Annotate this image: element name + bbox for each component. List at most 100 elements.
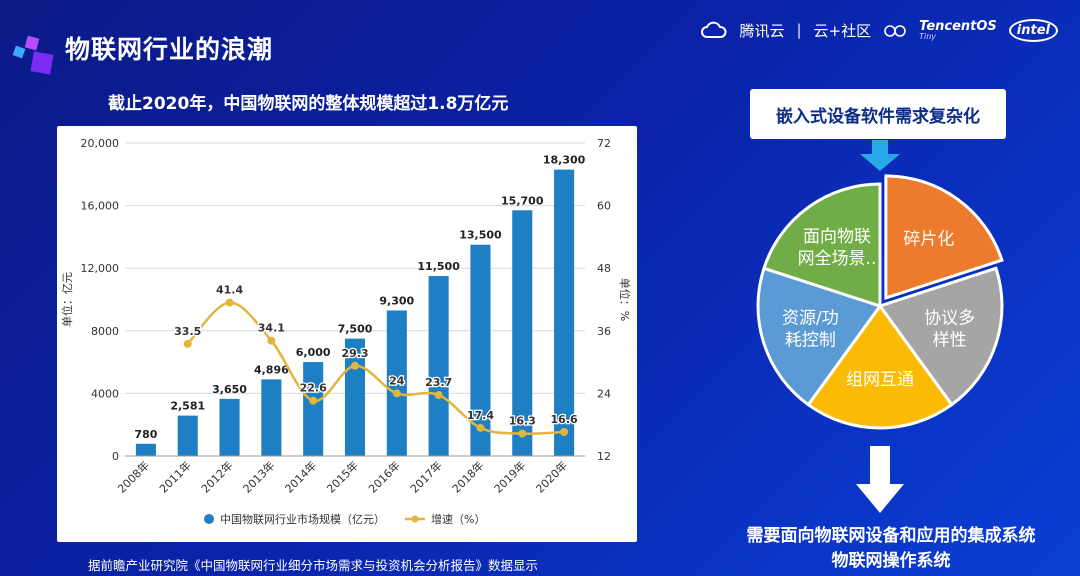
brand-community: 云+社区	[813, 21, 872, 40]
y2-tick-label: 36	[597, 325, 611, 338]
growth-value-label: 17.4	[467, 409, 494, 422]
brand-separator: |	[796, 21, 802, 39]
tencentos-icon	[884, 25, 906, 37]
x-tick-label: 2016年	[365, 458, 402, 495]
growth-value-label: 33.5	[174, 325, 201, 338]
x-tick-label: 2017年	[407, 458, 444, 495]
bar	[428, 276, 449, 456]
conclusion-line-1: 需要面向物联网设备和应用的集成系统	[746, 526, 1036, 546]
growth-value-label: 16.6	[551, 413, 578, 426]
y2-tick-label: 72	[597, 137, 611, 150]
chart-growth-line: 33.5 41.4 34.1 22.6 29.3 24 23.7 17.4 16.3 16.6	[173, 282, 579, 438]
brand-tos-main: TencentOS	[919, 18, 997, 34]
arrow-down-icon	[860, 140, 900, 171]
y2-tick-label: 24	[597, 387, 611, 400]
bar-value-label: 13,500	[459, 229, 502, 242]
bar	[261, 379, 282, 456]
growth-value-label: 22.6	[300, 382, 327, 395]
y2-axis-label: 单位：%	[618, 278, 632, 321]
bar	[386, 310, 407, 456]
x-tick-label: 2020年	[533, 458, 570, 495]
arrow-down-big-icon	[856, 446, 904, 513]
growth-point	[476, 423, 485, 432]
growth-point	[560, 428, 569, 437]
bar	[470, 244, 491, 456]
legend-line-label: 增速（%）	[431, 512, 485, 526]
growth-value-label: 23.7	[425, 376, 452, 389]
x-tick-label: 2013年	[240, 458, 277, 495]
growth-value-label: 24	[389, 374, 405, 387]
pie-slice	[884, 174, 1004, 300]
growth-value-label: 34.1	[258, 322, 285, 335]
bar	[177, 415, 198, 456]
growth-value-label: 16.3	[509, 415, 536, 428]
requirement-box: 嵌入式设备软件需求复杂化	[750, 89, 1006, 139]
x-tick-label: 2019年	[491, 458, 528, 495]
y2-tick-label: 12	[597, 450, 611, 463]
brand-cloud: 腾讯云	[739, 21, 785, 40]
bar-value-label: 780	[134, 428, 157, 441]
pie-slice-label: 组网互通	[846, 370, 914, 390]
y-tick-label: 0	[112, 450, 119, 463]
growth-point	[267, 336, 276, 345]
y-tick-label: 4000	[91, 387, 119, 400]
x-tick-label: 2011年	[156, 458, 193, 495]
y-tick-label: 16,000	[81, 200, 120, 213]
logo-cubes-icon	[12, 35, 54, 75]
bar-value-label: 6,000	[296, 346, 331, 359]
bar-value-label: 3,650	[212, 383, 247, 396]
y-axis-label: 单位：亿元	[60, 272, 74, 327]
pie-slice-label: 资源/功	[782, 309, 839, 329]
bar	[512, 210, 533, 456]
pie-slice	[806, 303, 954, 430]
brand-bar: 腾讯云 | 云+社区 TencentOS Tiny intel	[701, 14, 1058, 46]
y2-tick-label: 48	[597, 262, 611, 275]
pie-slice-label: 协议多	[924, 309, 975, 329]
brand-tos-sub: Tiny	[919, 31, 937, 41]
pie-slice-label: 碎片化	[903, 230, 954, 250]
legend-bar-marker	[204, 514, 214, 524]
tencent-cloud-icon	[701, 21, 727, 38]
bar-value-label: 2,581	[170, 400, 205, 413]
source-note: 据前瞻产业研究院《中国物联网行业细分市场需求与投资机会分析报告》数据显示	[88, 558, 539, 573]
brand-tencentos: TencentOS Tiny	[919, 20, 997, 41]
market-size-chart: 780 2,581 3,650 4,896 6,000 7,500 9,300 11,500 1…	[57, 126, 637, 542]
subtitle: 截止2020年，中国物联网的整体规模超过1.8万亿元	[108, 94, 509, 114]
growth-point	[392, 389, 401, 398]
bar-value-label: 4,896	[254, 363, 289, 376]
growth-point	[225, 298, 234, 307]
pie-slice-label: 面向物联	[803, 227, 871, 247]
growth-line-path	[186, 301, 565, 435]
growth-point	[351, 361, 359, 370]
y-tick-label: 20,000	[81, 137, 120, 150]
x-tick-label: 2012年	[198, 458, 235, 495]
intel-logo: intel	[1008, 18, 1058, 42]
bar-value-label: 18,300	[543, 154, 586, 167]
pie-slice-label: 耗控制	[785, 331, 836, 351]
pie-slice	[762, 182, 882, 309]
pie-slice	[877, 266, 1004, 407]
y-tick-label: 8000	[91, 325, 119, 338]
conclusion-line-2: 物联网操作系统	[831, 551, 951, 571]
chart-svg: 780 2,581 3,650 4,896 6,000 7,500 9,300 11,500 1…	[60, 137, 632, 526]
bar-value-label: 9,300	[379, 294, 414, 307]
pie-slice	[756, 266, 883, 407]
x-tick-label: 2008年	[115, 458, 152, 495]
growth-value-label: 29.3	[341, 347, 368, 360]
bar	[219, 398, 240, 456]
bar	[554, 169, 575, 457]
bar-value-label: 7,500	[338, 323, 373, 336]
bar-value-label: 11,500	[417, 260, 460, 273]
bar-value-label: 15,700	[501, 194, 544, 207]
growth-point	[518, 429, 527, 438]
pie-slice-label: 样性	[933, 331, 967, 351]
x-tick-label: 2015年	[324, 458, 361, 495]
growth-point	[183, 339, 192, 348]
y-tick-label: 12,000	[81, 262, 120, 275]
page-title: 物联网行业的浪潮	[65, 35, 274, 64]
bar	[303, 362, 324, 456]
growth-point	[309, 396, 318, 405]
pie-slice-label: 网全场景..	[798, 249, 877, 269]
growth-value-label: 41.4	[216, 284, 243, 297]
